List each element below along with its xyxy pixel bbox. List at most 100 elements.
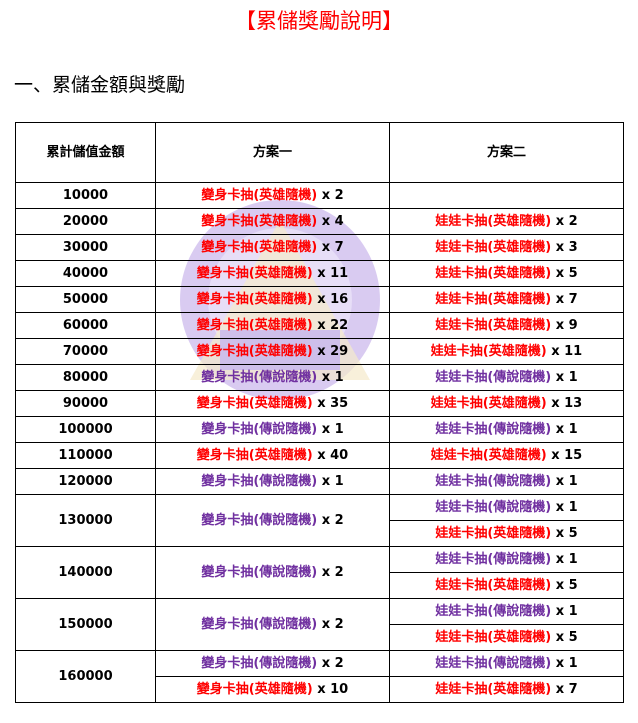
table-row: 30000 變身卡抽(英雄隨機) x 7 娃娃卡抽(英雄隨機) x 3 [15, 234, 624, 261]
reward-quantity: x 7 [551, 291, 578, 307]
table-row: 變身卡抽(英雄隨機) x 10 娃娃卡抽(英雄隨機) x 7 [16, 676, 624, 703]
plan-one-cell: 變身卡抽(英雄隨機) x 22 [155, 312, 390, 339]
plan-one-cell: 變身卡抽(傳說隨機) x 1 [155, 468, 390, 495]
reward-quantity: x 5 [551, 525, 578, 541]
reward-quantity: x 2 [317, 655, 344, 671]
plan-two-cell: 娃娃卡抽(英雄隨機) x 5 [389, 260, 624, 287]
reward-name: 變身卡抽(傳說隨機) [201, 655, 318, 671]
reward-quantity: x 1 [551, 655, 578, 671]
table-row: 110000 變身卡抽(英雄隨機) x 40 娃娃卡抽(英雄隨機) x 15 [15, 442, 624, 469]
reward-name: 變身卡抽(英雄隨機) [196, 317, 313, 333]
plan-two-cell: 娃娃卡抽(英雄隨機) x 7 [389, 676, 624, 703]
reward-name: 娃娃卡抽(英雄隨機) [430, 447, 547, 463]
reward-name: 娃娃卡抽(英雄隨機) [435, 317, 552, 333]
reward-quantity: x 16 [312, 291, 349, 307]
plan-two-cell: 娃娃卡抽(英雄隨機) x 9 [389, 312, 624, 339]
reward-quantity: x 5 [551, 265, 578, 281]
reward-quantity: x 2 [317, 616, 344, 632]
plan-two-cell: 娃娃卡抽(英雄隨機) x 7 [389, 286, 624, 313]
reward-quantity: x 11 [546, 343, 583, 359]
reward-name: 變身卡抽(傳說隨機) [201, 369, 318, 385]
reward-quantity: x 1 [551, 473, 578, 489]
reward-quantity: x 7 [317, 239, 344, 255]
reward-name: 變身卡抽(英雄隨機) [196, 291, 313, 307]
reward-quantity: x 4 [317, 213, 344, 229]
header-amount: 累計儲值金額 [15, 122, 156, 183]
amount-cell: 140000 [15, 546, 156, 599]
reward-quantity: x 1 [551, 421, 578, 437]
table-row: 娃娃卡抽(英雄隨機) x 5 [16, 572, 624, 599]
plan-one-cell: 變身卡抽(傳說隨機) x 2 [155, 546, 390, 599]
header-plan-two: 方案二 [389, 122, 624, 183]
reward-quantity: x 2 [317, 512, 344, 528]
reward-name: 變身卡抽(英雄隨機) [196, 343, 313, 359]
table-row: 20000 變身卡抽(英雄隨機) x 4 娃娃卡抽(英雄隨機) x 2 [15, 208, 624, 235]
amount-cell: 80000 [15, 364, 156, 391]
reward-name: 娃娃卡抽(傳說隨機) [435, 603, 552, 619]
reward-quantity: x 1 [551, 499, 578, 515]
reward-name: 娃娃卡抽(英雄隨機) [435, 525, 552, 541]
plan-one-cell: 變身卡抽(英雄隨機) x 40 [155, 442, 390, 469]
amount-cell: 40000 [15, 260, 156, 287]
reward-name: 娃娃卡抽(傳說隨機) [435, 421, 552, 437]
plan-two-cell: 娃娃卡抽(英雄隨機) x 5 [389, 624, 624, 651]
plan-one-cell: 變身卡抽(傳說隨機) x 1 [155, 416, 390, 443]
plan-one-cell: 變身卡抽(傳說隨機) x 1 [155, 364, 390, 391]
reward-quantity: x 1 [551, 369, 578, 385]
reward-name: 變身卡抽(英雄隨機) [201, 239, 318, 255]
plan-one-cell: 變身卡抽(英雄隨機) x 2 [155, 182, 390, 209]
plan-two-cell: 娃娃卡抽(英雄隨機) x 5 [389, 572, 624, 599]
rewards-table: 累計儲值金額 方案一 方案二 10000 變身卡抽(英雄隨機) x 2 20000 變… [15, 122, 624, 703]
amount-cell: 10000 [15, 182, 156, 209]
amount-cell: 120000 [15, 468, 156, 495]
amount-cell: 30000 [15, 234, 156, 261]
plan-two-cell: 娃娃卡抽(英雄隨機) x 3 [389, 234, 624, 261]
plan-two-cell [389, 182, 624, 209]
plan-one-cell: 變身卡抽(傳說隨機) x 2 [155, 494, 390, 547]
amount-cell: 70000 [15, 338, 156, 365]
reward-name: 娃娃卡抽(傳說隨機) [435, 499, 552, 515]
reward-quantity: x 2 [317, 564, 344, 580]
reward-name: 娃娃卡抽(傳說隨機) [435, 551, 552, 567]
section-heading: 一、累儲金額與獎勵 [14, 74, 186, 96]
reward-quantity: x 15 [546, 447, 583, 463]
reward-name: 娃娃卡抽(傳說隨機) [435, 473, 552, 489]
plan-two-cell: 娃娃卡抽(傳說隨機) x 1 [389, 416, 624, 443]
reward-name: 娃娃卡抽(英雄隨機) [435, 239, 552, 255]
reward-quantity: x 1 [317, 369, 344, 385]
reward-name: 變身卡抽(傳說隨機) [201, 564, 318, 580]
plan-two-cell: 娃娃卡抽(英雄隨機) x 11 [389, 338, 624, 365]
plan-two-cell: 娃娃卡抽(傳說隨機) x 1 [389, 546, 624, 573]
plan-one-cell: 變身卡抽(英雄隨機) x 4 [155, 208, 390, 235]
table-row: 40000 變身卡抽(英雄隨機) x 11 娃娃卡抽(英雄隨機) x 5 [15, 260, 624, 287]
reward-name: 娃娃卡抽(英雄隨機) [435, 291, 552, 307]
reward-quantity: x 9 [551, 317, 578, 333]
amount-cell: 50000 [15, 286, 156, 313]
plan-two-cell: 娃娃卡抽(英雄隨機) x 2 [389, 208, 624, 235]
reward-name: 娃娃卡抽(英雄隨機) [435, 213, 552, 229]
reward-name: 娃娃卡抽(傳說隨機) [435, 369, 552, 385]
reward-quantity: x 7 [551, 681, 578, 697]
table-row: 130000 變身卡抽(傳說隨機) x 2 娃娃卡抽(傳說隨機) x 1 [15, 494, 624, 547]
reward-name: 變身卡抽(英雄隨機) [196, 447, 313, 463]
reward-quantity: x 22 [312, 317, 349, 333]
table-row: 娃娃卡抽(英雄隨機) x 5 [16, 520, 624, 547]
plan-one-cell: 變身卡抽(傳說隨機) x 2 [155, 598, 390, 651]
plan-one-cell: 變身卡抽(英雄隨機) x 35 [155, 390, 390, 417]
table-row: 140000 變身卡抽(傳說隨機) x 2 娃娃卡抽(傳說隨機) x 1 [15, 546, 624, 599]
amount-cell: 20000 [15, 208, 156, 235]
amount-cell: 130000 [15, 494, 156, 547]
reward-name: 變身卡抽(英雄隨機) [196, 395, 313, 411]
reward-quantity: x 1 [551, 551, 578, 567]
table-row: 150000 變身卡抽(傳說隨機) x 2 娃娃卡抽(傳說隨機) x 1 [15, 598, 624, 651]
reward-quantity: x 3 [551, 239, 578, 255]
reward-quantity: x 29 [312, 343, 349, 359]
amount-cell: 60000 [15, 312, 156, 339]
reward-name: 變身卡抽(傳說隨機) [201, 421, 318, 437]
page-title: 【累儲獎勵說明】 [235, 9, 403, 33]
plan-two-cell: 娃娃卡抽(英雄隨機) x 5 [389, 520, 624, 547]
plan-two-cell: 娃娃卡抽(傳說隨機) x 1 [389, 494, 624, 521]
reward-quantity: x 1 [317, 473, 344, 489]
plan-two-cell: 娃娃卡抽(傳說隨機) x 1 [389, 650, 624, 677]
plan-two-cell: 娃娃卡抽(傳說隨機) x 1 [389, 598, 624, 625]
